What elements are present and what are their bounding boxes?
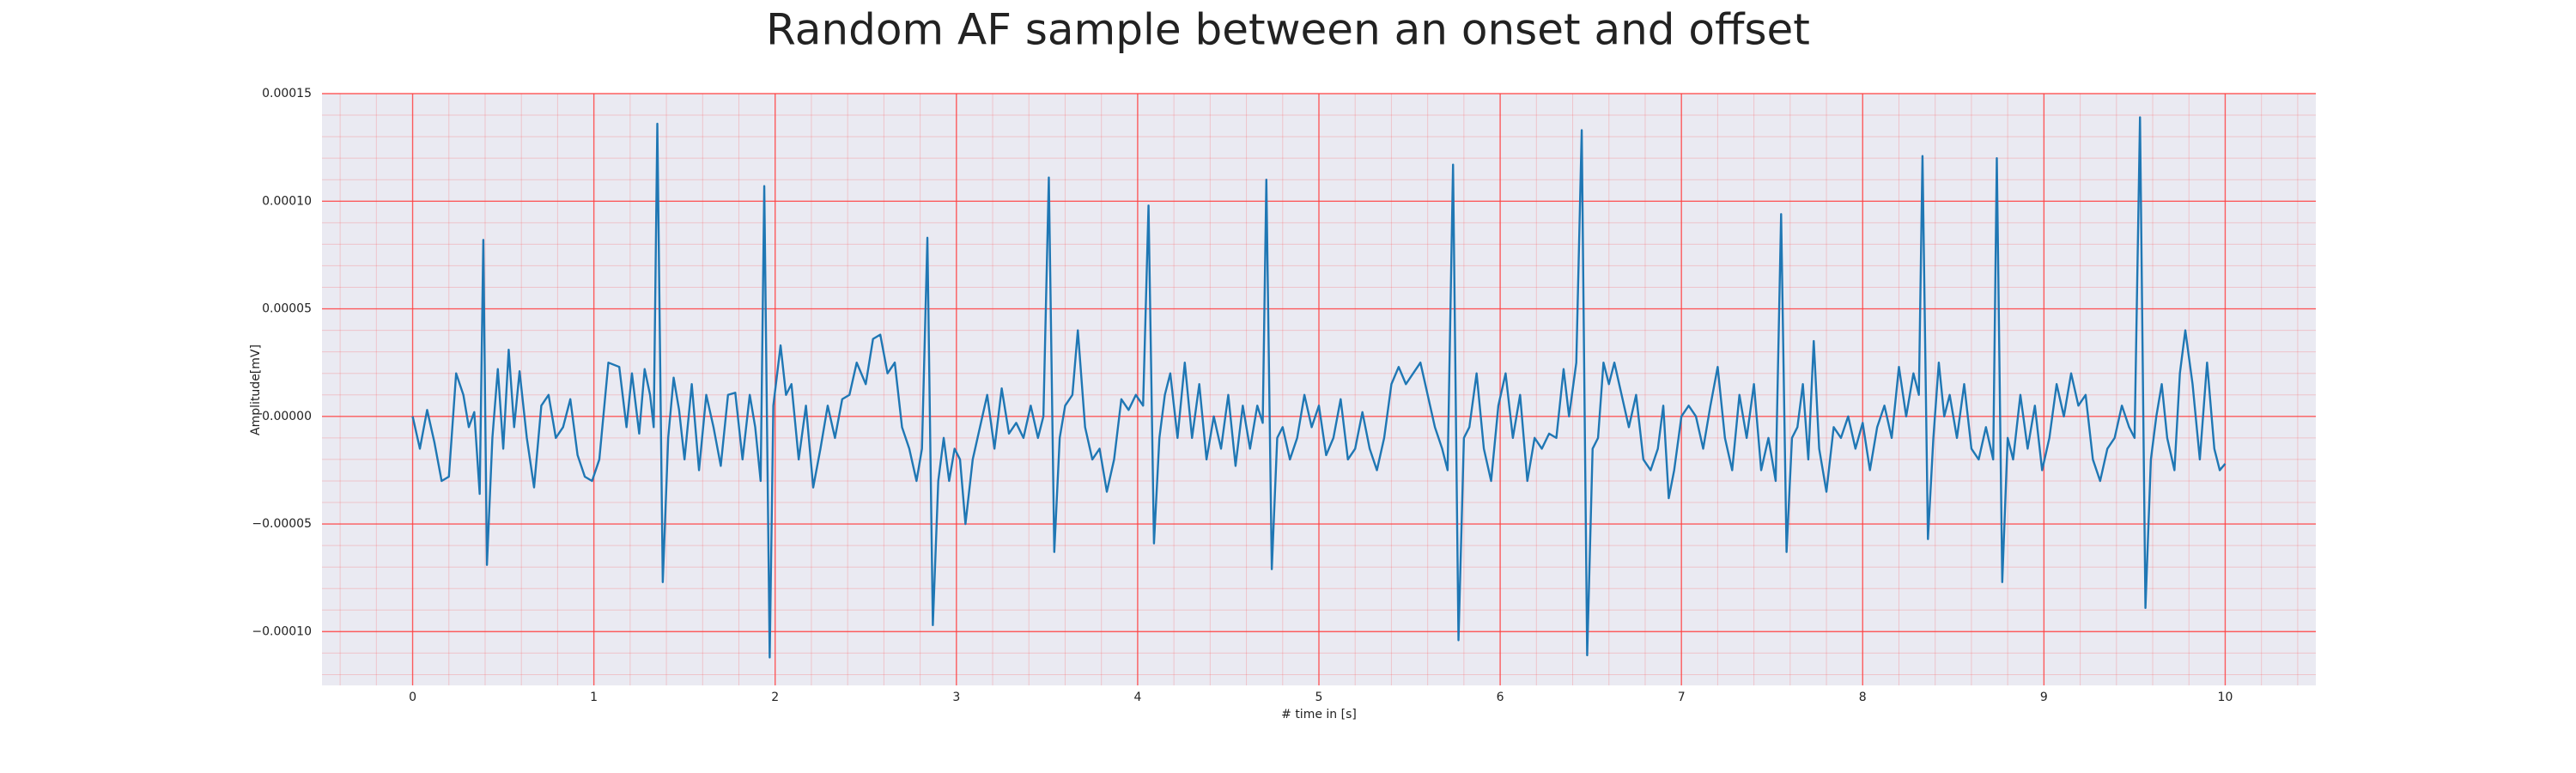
x-tick-label: 9 (2040, 691, 2048, 704)
x-tick-label: 0 (409, 691, 416, 704)
x-tick-label: 1 (590, 691, 598, 704)
y-tick-label: 0.00010 (262, 194, 312, 208)
y-axis-label: Amplitude[mV] (249, 344, 263, 435)
y-tick-label: 0.00005 (262, 302, 312, 316)
y-tick-label: 0.00000 (262, 410, 312, 423)
x-tick-label: 10 (2218, 691, 2233, 704)
x-tick-label: 4 (1133, 691, 1141, 704)
x-tick-label: 5 (1315, 691, 1323, 704)
x-tick-label: 6 (1497, 691, 1504, 704)
chart-title: Random AF sample between an onset and of… (766, 5, 1810, 55)
x-tick-label: 8 (1859, 691, 1867, 704)
x-tick-label: 3 (952, 691, 960, 704)
x-axis-label: # time in [s] (1281, 708, 1357, 721)
x-tick-label: 7 (1678, 691, 1686, 704)
x-tick-label: 2 (771, 691, 779, 704)
y-tick-label: −0.00005 (252, 517, 312, 531)
signal-line (411, 116, 2227, 659)
y-tick-label: −0.00010 (252, 624, 312, 638)
y-tick-label: 0.00015 (262, 87, 312, 100)
